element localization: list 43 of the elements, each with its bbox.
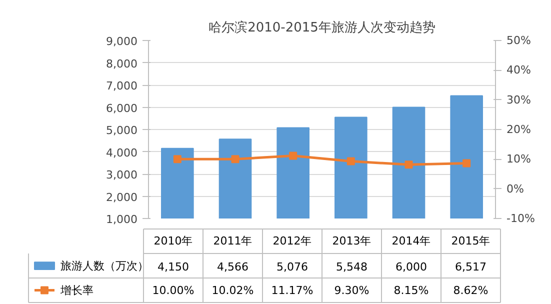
data-label: 6,517 [455, 260, 487, 274]
x-tick-label: 2013年 [332, 234, 372, 248]
y2-tick-label: 40% [506, 64, 531, 77]
legend-label: 增长率 [60, 284, 94, 297]
data-label: 5,076 [276, 260, 308, 274]
y2-tick-label: 0% [506, 182, 524, 196]
data-label: 9.30% [334, 284, 370, 297]
y-tick-label: 7,000 [106, 80, 138, 92]
x-tick-label: 2010年 [154, 234, 193, 248]
x-tick-label: 2014年 [392, 234, 431, 248]
x-tick-label: 2011年 [213, 234, 252, 248]
data-label: 8.15% [394, 284, 429, 297]
point [462, 159, 471, 168]
y-tick-label: 4,000 [106, 146, 138, 160]
data-label: 6,000 [396, 260, 428, 274]
y-tick-label: 2,000 [106, 190, 138, 204]
data-label: 10.02% [212, 284, 254, 297]
data-label: 4,566 [217, 260, 249, 274]
y-tick-label: 5,000 [106, 124, 138, 137]
x-tick-label: 2015年 [451, 234, 490, 248]
data-label: 4,150 [158, 260, 190, 274]
y2-tick-label: 10% [506, 152, 531, 166]
point [346, 157, 355, 166]
legend-label: 旅游人数（万次） [60, 259, 148, 272]
y-tick-label: 1,000 [106, 213, 138, 226]
x-tick-label: 2012年 [272, 234, 312, 248]
y2-tick-label: 30% [506, 93, 531, 106]
y-tick-label: 3,000 [106, 168, 138, 182]
data-label: 5,548 [336, 260, 368, 274]
y2-tick-label: 20% [506, 123, 531, 136]
y-tick-label: 8,000 [106, 57, 138, 70]
point [231, 155, 240, 164]
data-label: 10.00% [152, 284, 194, 297]
point [173, 155, 182, 164]
data-label: 8.62% [453, 284, 488, 297]
y2-tick-label: -10% [506, 212, 535, 225]
chart-title: 哈尔滨2010-2015年旅游人次变动趋势 [208, 20, 436, 36]
y-tick-label: 6,000 [106, 102, 138, 115]
point [404, 160, 413, 169]
data-label: 11.17% [271, 284, 314, 297]
y2-tick-label: 50% [506, 34, 531, 47]
point [289, 152, 298, 160]
y-tick-label: 9,000 [106, 35, 138, 48]
